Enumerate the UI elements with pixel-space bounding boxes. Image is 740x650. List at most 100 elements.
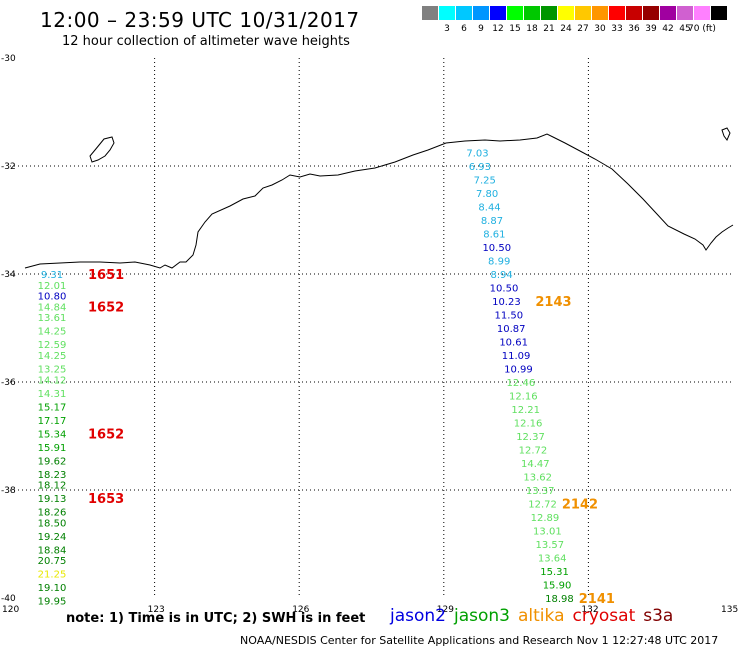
scale-tick-label: 9 bbox=[478, 24, 484, 34]
scale-tick-label: 30 bbox=[594, 24, 606, 34]
wave-height-value: 12.89 bbox=[531, 513, 560, 524]
wave-height-value: 14.25 bbox=[38, 351, 67, 362]
wave-height-value: 18.12 bbox=[38, 481, 67, 492]
map-grid bbox=[10, 58, 733, 598]
time-label: 1651 bbox=[88, 268, 124, 283]
wave-height-value: 12.59 bbox=[38, 340, 67, 351]
footer-note: note: 1) Time is in UTC; 2) SWH is in fe… bbox=[66, 611, 366, 626]
scale-swatch bbox=[626, 6, 642, 20]
scale-tick-label: 42 bbox=[662, 24, 674, 34]
scale-swatch bbox=[456, 6, 472, 20]
scale-tick-label: 15 bbox=[509, 24, 521, 34]
wave-height-value: 7.25 bbox=[474, 176, 496, 187]
wave-height-value: 12.37 bbox=[516, 432, 545, 443]
scale-tick-label: 36 bbox=[628, 24, 640, 34]
wave-height-value: 10.99 bbox=[504, 365, 533, 376]
lon-tick-label: 126 bbox=[292, 605, 309, 615]
satellite-legend: jason2 jason3 altika cryosat s3a bbox=[390, 606, 681, 626]
wave-height-value: 13.62 bbox=[523, 473, 552, 484]
time-label: 2143 bbox=[535, 295, 571, 310]
wave-height-value: 11.09 bbox=[502, 351, 531, 362]
wave-height-value: 12.72 bbox=[528, 500, 557, 511]
wave-height-value: 13.25 bbox=[38, 365, 67, 376]
wave-height-value: 13.37 bbox=[526, 486, 555, 497]
legend-cryosat: cryosat bbox=[572, 606, 636, 626]
scale-tick-label: 33 bbox=[611, 24, 623, 34]
wave-height-value: 19.62 bbox=[38, 456, 67, 467]
coastline bbox=[24, 133, 734, 269]
scale-tick-label: 18 bbox=[526, 24, 538, 34]
lon-tick-label: 123 bbox=[148, 605, 165, 615]
time-label: 2141 bbox=[579, 592, 615, 607]
wave-height-value: 12.72 bbox=[519, 446, 548, 457]
page-title: 12:00 – 23:59 UTC 10/31/2017 bbox=[40, 8, 360, 32]
lon-tick-label: 129 bbox=[437, 605, 454, 615]
wave-height-value: 10.80 bbox=[38, 292, 67, 303]
wave-height-value: 13.61 bbox=[38, 313, 67, 324]
wave-height-value: 18.98 bbox=[545, 594, 574, 605]
wave-height-value: 19.10 bbox=[38, 583, 67, 594]
wave-height-value: 7.80 bbox=[476, 189, 498, 200]
scale-swatch bbox=[592, 6, 608, 20]
wave-height-value: 10.50 bbox=[482, 243, 511, 254]
scale-swatch bbox=[541, 6, 557, 20]
legend-altika: altika bbox=[518, 606, 565, 626]
wave-height-value: 6.93 bbox=[469, 162, 491, 173]
wave-height-value: 20.75 bbox=[38, 556, 67, 567]
scale-tick-label: 45 bbox=[679, 24, 691, 34]
wave-height-value: 12.16 bbox=[514, 419, 543, 430]
legend-jason2: jason2 bbox=[390, 606, 446, 626]
scale-tick-label: 70 (ft) bbox=[688, 24, 716, 34]
lon-tick-label: 132 bbox=[581, 605, 598, 615]
scale-tick-label: 12 bbox=[492, 24, 504, 34]
wave-height-value: 19.24 bbox=[38, 532, 67, 543]
scale-swatch bbox=[490, 6, 506, 20]
lat-tick-label: -36 bbox=[1, 378, 16, 388]
wave-height-value: 14.12 bbox=[38, 375, 67, 386]
wave-height-value: 19.13 bbox=[38, 494, 67, 505]
wave-height-value: 13.01 bbox=[533, 527, 562, 538]
scale-swatch bbox=[507, 6, 523, 20]
scale-swatch bbox=[609, 6, 625, 20]
time-label: 1653 bbox=[88, 492, 124, 507]
time-label: 1652 bbox=[88, 427, 124, 442]
scale-swatch bbox=[643, 6, 659, 20]
map-axes: 120 123 126 129 132 135 -30 -32 -34 -36 -38 -40 bbox=[1, 54, 738, 615]
wave-height-value: 10.50 bbox=[490, 284, 519, 295]
wave-height-value: 14.47 bbox=[521, 459, 550, 470]
scale-tick-label: 6 bbox=[461, 24, 467, 34]
wave-height-value: 12.16 bbox=[509, 392, 538, 403]
wave-height-value: 13.57 bbox=[535, 540, 564, 551]
scale-tick-label: 39 bbox=[645, 24, 657, 34]
scale-tick-label: 27 bbox=[577, 24, 589, 34]
coast-fragment bbox=[721, 127, 731, 141]
wave-height-value: 10.23 bbox=[492, 297, 521, 308]
wave-height-value: 14.84 bbox=[38, 302, 67, 313]
scale-swatch bbox=[575, 6, 591, 20]
wave-height-value: 11.50 bbox=[494, 311, 523, 322]
wave-height-value: 10.61 bbox=[499, 338, 528, 349]
scale-tick-label: 21 bbox=[543, 24, 555, 34]
subtitle: 12 hour collection of altimeter wave hei… bbox=[62, 34, 350, 49]
scale-swatch bbox=[711, 6, 727, 20]
lon-tick-label: 135 bbox=[721, 605, 738, 615]
wave-height-value: 8.61 bbox=[483, 230, 505, 241]
wave-height-value: 15.31 bbox=[540, 567, 569, 578]
wave-height-value: 19.95 bbox=[38, 597, 67, 608]
scale-swatch bbox=[660, 6, 676, 20]
wave-height-value: 12.01 bbox=[38, 281, 67, 292]
wave-height-value: 21.25 bbox=[38, 570, 67, 581]
wave-height-value: 10.87 bbox=[497, 324, 526, 335]
scale-swatch bbox=[694, 6, 710, 20]
wave-height-value: 13.64 bbox=[538, 554, 567, 565]
wave-height-value: 14.31 bbox=[38, 389, 67, 400]
lat-tick-label: -40 bbox=[1, 594, 16, 604]
wave-height-value: 14.25 bbox=[38, 327, 67, 338]
time-label: 2142 bbox=[562, 498, 598, 513]
wave-height-value: 8.94 bbox=[490, 270, 512, 281]
wave-height-value: 17.17 bbox=[38, 416, 67, 427]
wave-height-value: 15.34 bbox=[38, 429, 67, 440]
scale-tick-label: 24 bbox=[560, 24, 572, 34]
lat-tick-label: -30 bbox=[1, 54, 16, 64]
scale-swatch bbox=[439, 6, 455, 20]
